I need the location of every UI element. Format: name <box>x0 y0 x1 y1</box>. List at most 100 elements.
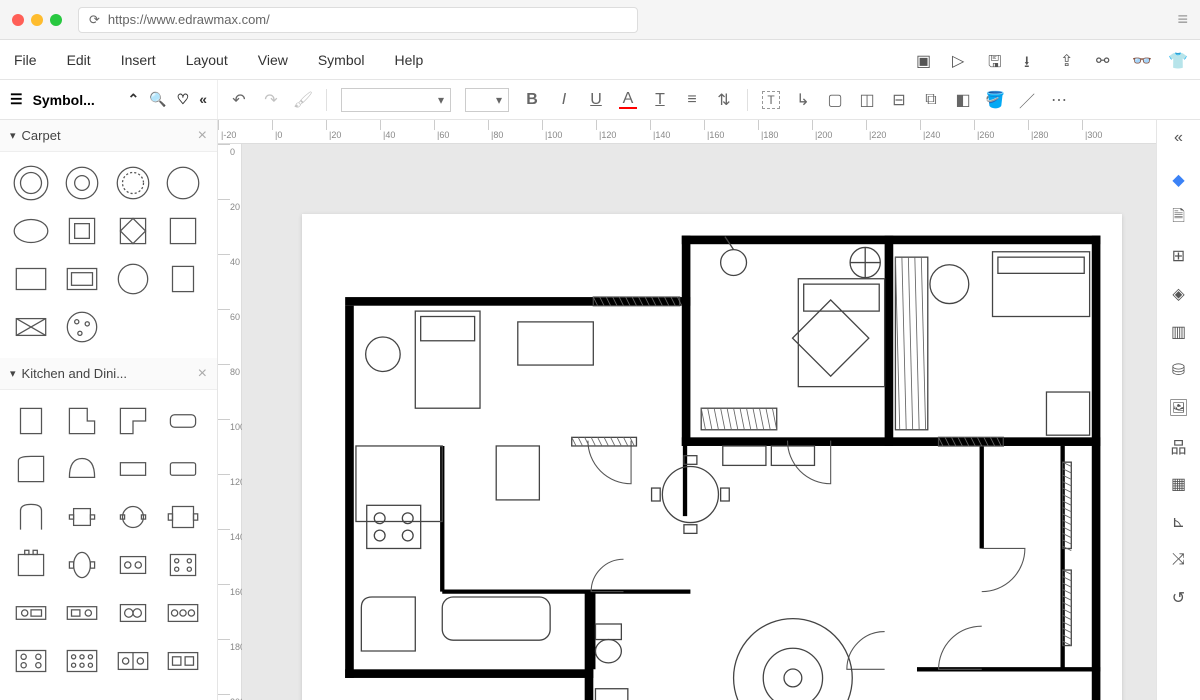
download-icon[interactable]: ⭳ <box>1024 51 1042 69</box>
shape-thumb[interactable] <box>112 210 154 252</box>
play-icon[interactable]: ▷ <box>952 51 970 69</box>
page-icon[interactable]: 🗎 <box>1169 208 1189 228</box>
shuffle-icon[interactable]: ⤨ <box>1169 550 1189 570</box>
font-family-select[interactable]: ▾ <box>341 88 451 112</box>
shape-thumb[interactable] <box>112 162 154 204</box>
shape-thumb[interactable] <box>162 640 204 682</box>
menu-file[interactable]: File <box>14 52 37 68</box>
menu-help[interactable]: Help <box>395 52 424 68</box>
menu-layout[interactable]: Layout <box>186 52 228 68</box>
shape-thumb[interactable] <box>112 592 154 634</box>
present-icon[interactable]: ▥ <box>1169 322 1189 342</box>
heart-icon[interactable]: ♡ <box>177 91 190 108</box>
data-icon[interactable]: ⛁ <box>1169 360 1189 380</box>
align-icon[interactable]: ≡ <box>683 91 701 109</box>
shape-thumb[interactable] <box>10 210 52 252</box>
panel-kitchen-head[interactable]: ▾ Kitchen and Dini... × <box>0 358 217 390</box>
menu-edit[interactable]: Edit <box>67 52 91 68</box>
undo-icon[interactable]: ↶ <box>230 91 248 109</box>
shape-thumb[interactable] <box>112 640 154 682</box>
view-icon[interactable]: 👓 <box>1132 51 1150 69</box>
collapse-left-icon[interactable]: « <box>199 91 207 108</box>
shape-thumb[interactable] <box>162 592 204 634</box>
shape-thumb[interactable] <box>61 162 103 204</box>
close-dot[interactable] <box>12 14 24 26</box>
shape-thumb[interactable] <box>112 258 154 300</box>
text-tool-icon[interactable]: T <box>762 91 780 109</box>
shape-thumb[interactable] <box>10 400 52 442</box>
shape-thumb[interactable] <box>162 544 204 586</box>
shape-thumb[interactable] <box>10 448 52 490</box>
collapse-right-icon[interactable]: « <box>1169 128 1189 148</box>
shape-thumb[interactable] <box>162 162 204 204</box>
layers-icon[interactable]: ◈ <box>1169 284 1189 304</box>
font-color-icon[interactable]: A <box>619 91 637 109</box>
underline-icon[interactable]: U <box>587 91 605 109</box>
shape-thumb[interactable] <box>61 210 103 252</box>
shape-thumb[interactable] <box>162 258 204 300</box>
shape-thumb[interactable] <box>10 544 52 586</box>
panel-carpet-head[interactable]: ▾ Carpet × <box>0 120 217 152</box>
shape-thumb[interactable] <box>112 544 154 586</box>
align2-icon[interactable]: ⊟ <box>890 91 908 109</box>
fill-icon[interactable]: 🪣 <box>986 91 1004 109</box>
highlight-icon[interactable]: T̲ <box>651 91 669 109</box>
shape-thumb[interactable] <box>10 496 52 538</box>
reload-icon[interactable]: ⟳ <box>89 12 100 28</box>
line-icon[interactable]: ／ <box>1018 91 1036 109</box>
brush-icon[interactable]: 🖌 <box>294 91 312 109</box>
theme-icon[interactable]: ◆ <box>1169 170 1189 190</box>
search-icon[interactable]: 🔍 <box>149 91 166 108</box>
menu-view[interactable]: View <box>258 52 288 68</box>
shape-thumb[interactable] <box>10 258 52 300</box>
menu-insert[interactable]: Insert <box>121 52 156 68</box>
shape-thumb[interactable] <box>10 592 52 634</box>
canvas[interactable] <box>242 144 1156 700</box>
share-icon[interactable]: ⚯ <box>1096 51 1114 69</box>
tree-icon[interactable]: 品 <box>1169 436 1189 456</box>
shape-thumb[interactable] <box>112 448 154 490</box>
shape-thumb[interactable] <box>61 592 103 634</box>
shape-thumb[interactable] <box>61 400 103 442</box>
shape-thumb[interactable] <box>112 496 154 538</box>
shape-thumb[interactable] <box>61 496 103 538</box>
shape-thumb[interactable] <box>10 640 52 682</box>
shape-thumb[interactable] <box>61 544 103 586</box>
shape-thumb[interactable] <box>112 400 154 442</box>
shape-thumb[interactable] <box>162 496 204 538</box>
grid-icon[interactable]: ⊞ <box>1169 246 1189 266</box>
export-icon[interactable]: ⇪ <box>1060 51 1078 69</box>
shape-thumb[interactable] <box>162 210 204 252</box>
shape-thumb[interactable] <box>162 400 204 442</box>
shape-thumb[interactable] <box>61 258 103 300</box>
close-icon[interactable]: × <box>198 365 207 383</box>
shape-thumb[interactable] <box>162 448 204 490</box>
italic-icon[interactable]: I <box>555 91 573 109</box>
shirt-icon[interactable]: 👕 <box>1168 51 1186 69</box>
image-icon[interactable]: 🖼 <box>1169 398 1189 418</box>
shape-thumb[interactable] <box>10 306 52 348</box>
max-dot[interactable] <box>50 14 62 26</box>
font-size-select[interactable]: ▾ <box>465 88 509 112</box>
shape-icon[interactable]: ◫ <box>858 91 876 109</box>
save-icon[interactable]: 🖫 <box>988 51 1006 69</box>
up-icon[interactable]: ⌃ <box>127 91 139 108</box>
ruler-icon[interactable]: ⊾ <box>1169 512 1189 532</box>
close-icon[interactable]: × <box>198 127 207 145</box>
capture-icon[interactable]: ▣ <box>916 51 934 69</box>
rect-icon[interactable]: ▢ <box>826 91 844 109</box>
shape-thumb[interactable] <box>61 448 103 490</box>
url-bar[interactable]: ⟳ https://www.edrawmax.com/ <box>78 7 638 33</box>
shape-thumb[interactable] <box>10 162 52 204</box>
shape-thumb[interactable] <box>61 640 103 682</box>
library-icon[interactable]: ☰ <box>10 91 23 108</box>
group-icon[interactable]: ⧉ <box>922 91 940 109</box>
shape-thumb[interactable] <box>61 306 103 348</box>
menu-symbol[interactable]: Symbol <box>318 52 365 68</box>
window-controls[interactable] <box>12 14 62 26</box>
drawing-page[interactable] <box>302 214 1122 700</box>
redo-icon[interactable]: ↷ <box>262 91 280 109</box>
min-dot[interactable] <box>31 14 43 26</box>
hamburger-icon[interactable]: ≡ <box>1177 9 1188 30</box>
layer-icon[interactable]: ◧ <box>954 91 972 109</box>
